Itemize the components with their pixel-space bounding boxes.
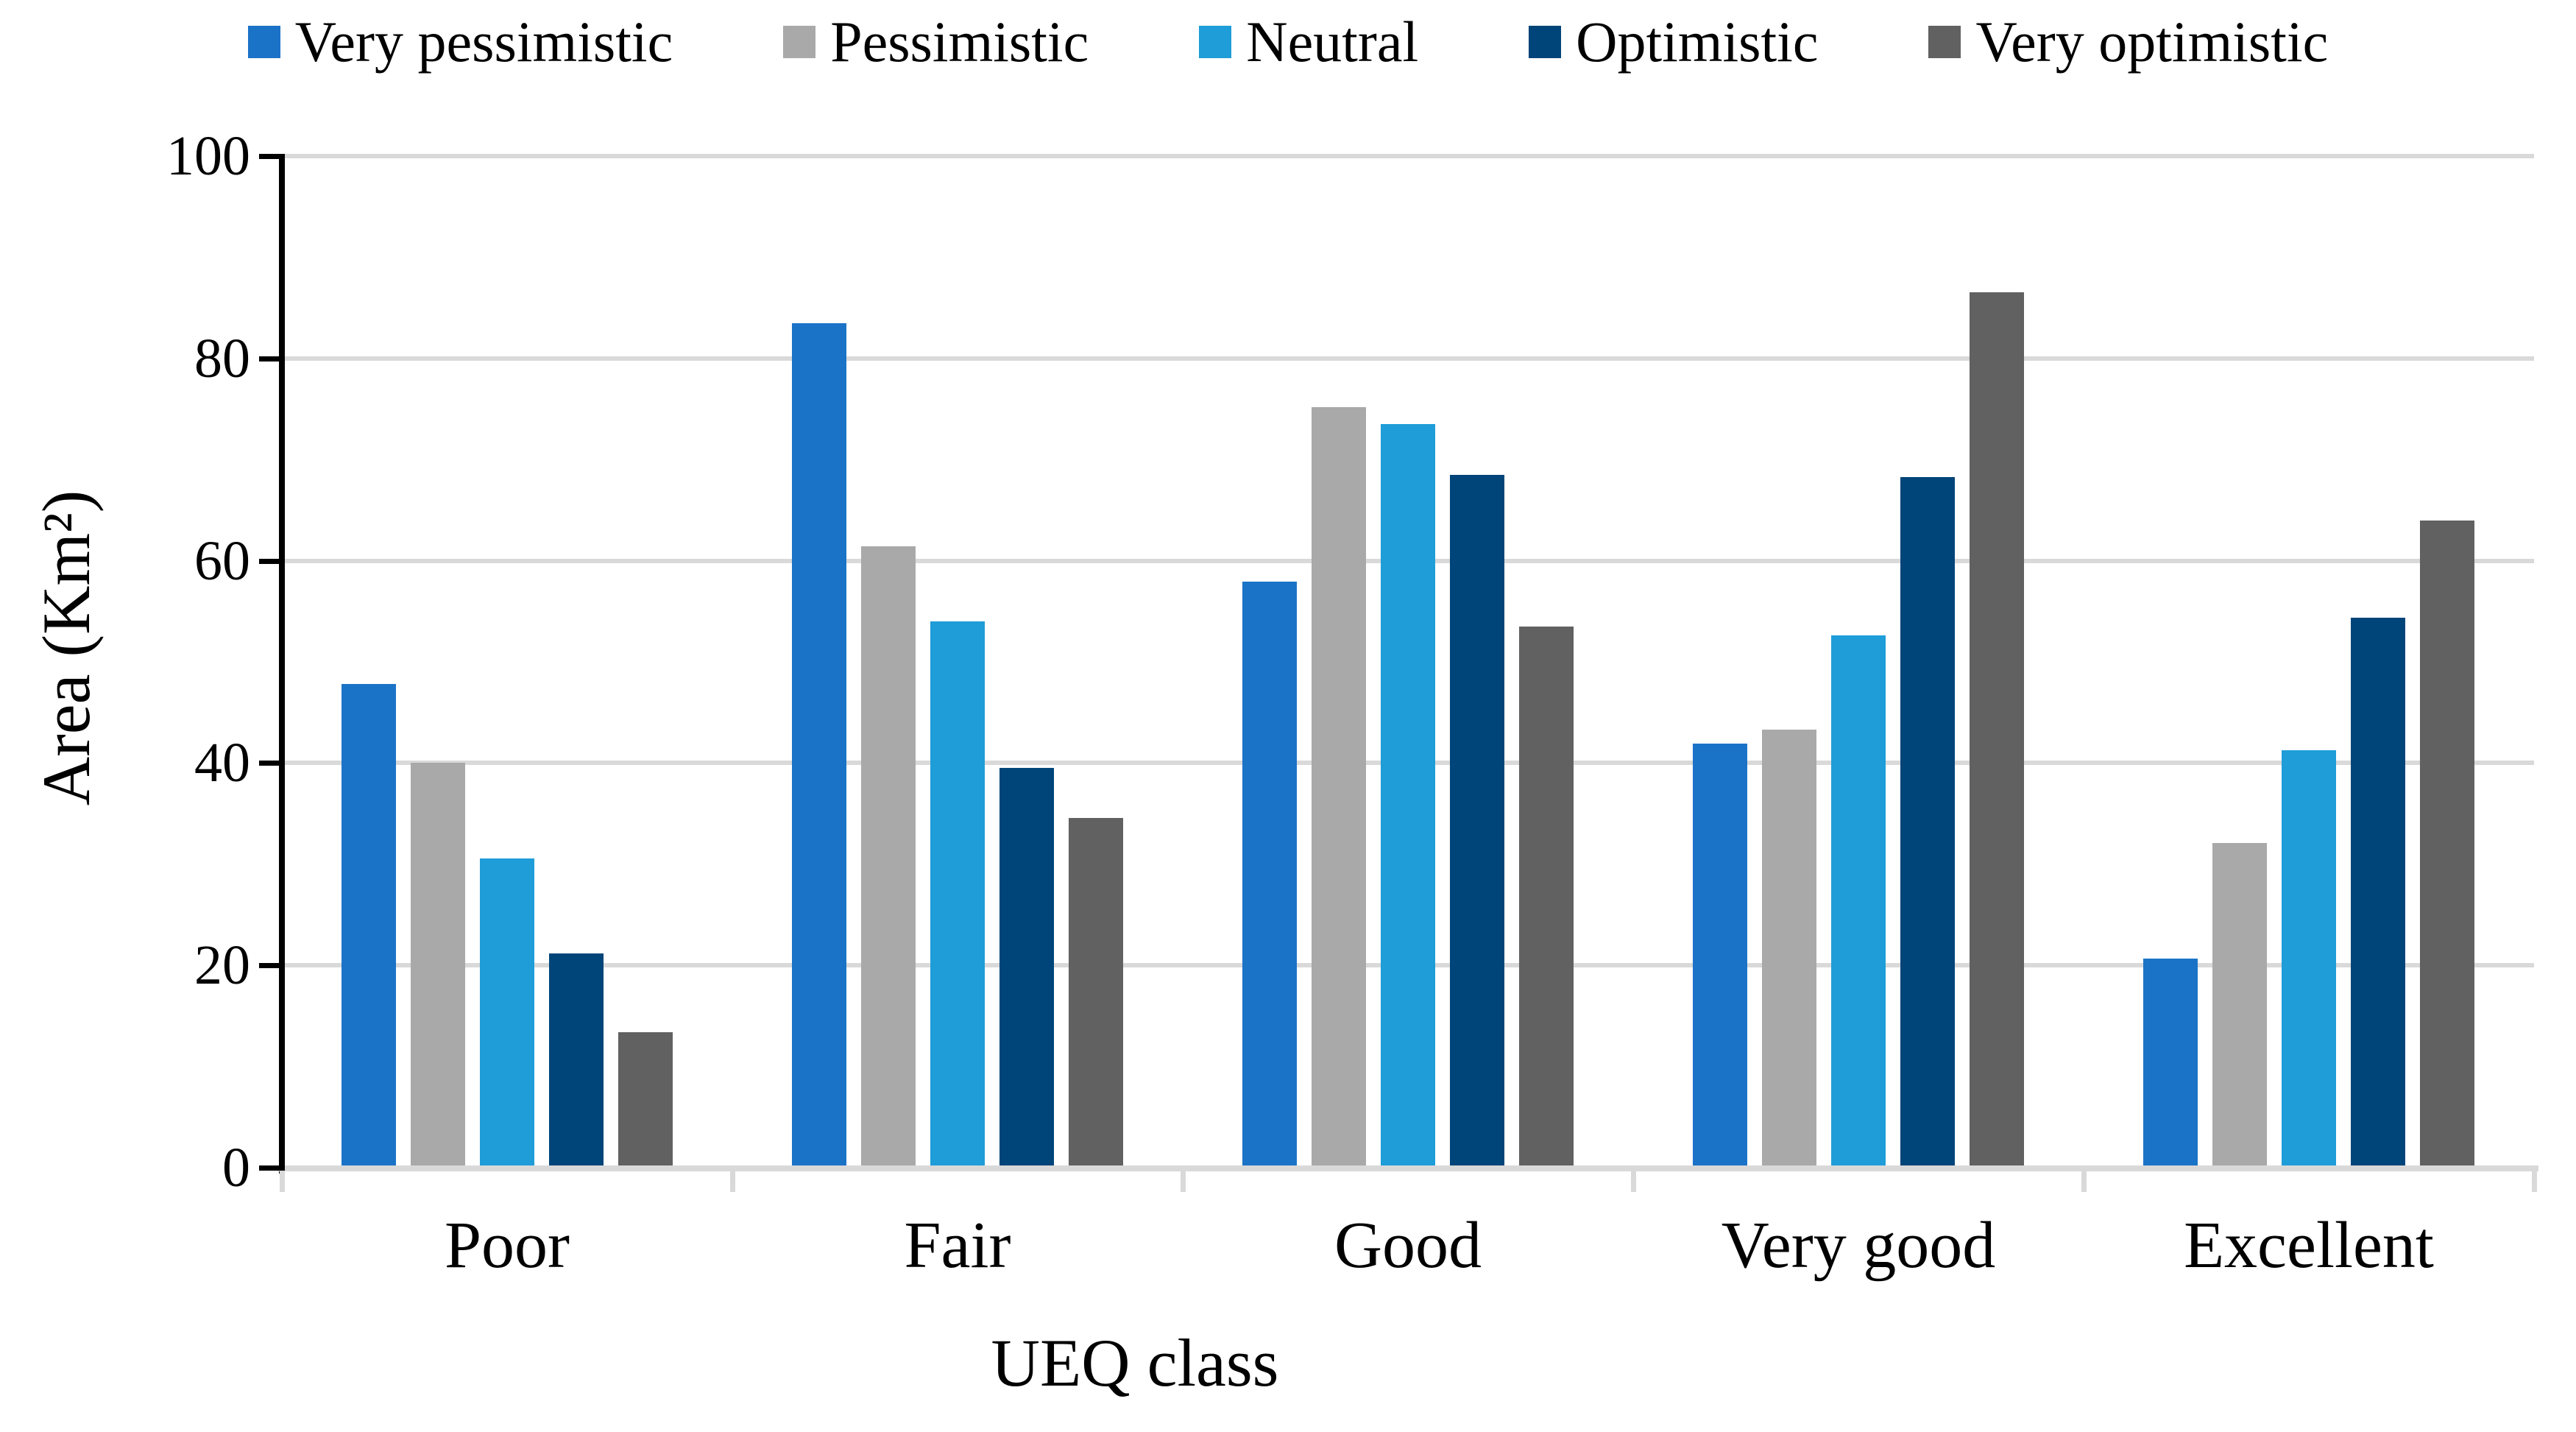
x-axis-tick-2: [1181, 1171, 1186, 1192]
y-axis-line: [279, 156, 285, 1174]
bar-group-good: [1183, 156, 1633, 1168]
y-tick-label-100: 100: [166, 125, 250, 187]
category-label-fair: Fair: [904, 1209, 1011, 1282]
legend-label-optimistic: Optimistic: [1576, 10, 1819, 74]
category-label-poor: Poor: [444, 1209, 570, 1282]
bar-group-poor: [282, 156, 732, 1168]
legend-item-very-optimistic: Very optimistic: [1928, 10, 2328, 74]
bar-good-optimistic: [1450, 475, 1504, 1168]
bar-fair-neutral: [930, 621, 985, 1168]
bar-very-good-pessimistic: [1762, 730, 1816, 1168]
legend-label-neutral: Neutral: [1246, 10, 1419, 74]
bar-good-very-optimistic: [1519, 627, 1574, 1168]
x-axis-tick-1: [730, 1171, 735, 1192]
y-axis-tick-100: [259, 154, 285, 159]
bar-fair-pessimistic: [861, 546, 916, 1168]
legend-item-optimistic: Optimistic: [1529, 10, 1818, 74]
legend-item-neutral: Neutral: [1199, 10, 1418, 74]
x-axis-line: [277, 1165, 2538, 1171]
y-tick-label-40: 40: [194, 732, 250, 794]
bar-poor-neutral: [480, 858, 534, 1168]
legend-item-pessimistic: Pessimistic: [783, 10, 1089, 74]
y-tick-label-20: 20: [194, 934, 250, 997]
bar-poor-very-pessimistic: [342, 684, 396, 1168]
bar-very-good-optimistic: [1900, 477, 1955, 1168]
bar-poor-optimistic: [549, 953, 604, 1168]
bar-very-good-neutral: [1831, 635, 1886, 1168]
bar-excellent-pessimistic: [2212, 843, 2267, 1168]
legend-swatch-very-optimistic: [1928, 26, 1961, 58]
bar-very-good-very-pessimistic: [1693, 744, 1747, 1168]
legend-swatch-pessimistic: [783, 26, 816, 58]
y-tick-label-0: 0: [222, 1137, 250, 1199]
x-axis-tick-5: [2532, 1171, 2537, 1192]
bar-group-fair: [732, 156, 1183, 1168]
bar-poor-very-optimistic: [618, 1032, 673, 1168]
y-axis-tick-40: [259, 761, 285, 766]
gridline-80: [282, 356, 2534, 361]
x-axis-title: UEQ class: [991, 1325, 1279, 1400]
y-tick-label-60: 60: [194, 529, 250, 592]
y-axis-tick-80: [259, 356, 285, 361]
legend-swatch-very-pessimistic: [247, 26, 280, 58]
bar-fair-very-optimistic: [1069, 818, 1123, 1168]
y-axis-tick-60: [259, 558, 285, 564]
bar-very-good-very-optimistic: [1970, 292, 2024, 1168]
y-axis-tick-20: [259, 963, 285, 969]
chart-legend: Very pessimistic Pessimistic Neutral Optimi…: [0, 10, 2576, 74]
y-axis-tick-0: [259, 1165, 285, 1171]
bar-fair-very-pessimistic: [792, 323, 846, 1168]
bar-good-pessimistic: [1312, 407, 1366, 1168]
legend-label-very-optimistic: Very optimistic: [1975, 10, 2329, 74]
legend-label-pessimistic: Pessimistic: [830, 10, 1089, 74]
x-axis-tick-3: [1631, 1171, 1636, 1192]
x-axis-tick-4: [2081, 1171, 2087, 1192]
category-label-good: Good: [1334, 1209, 1482, 1282]
category-label-excellent: Excellent: [2184, 1209, 2434, 1282]
bar-excellent-very-optimistic: [2420, 521, 2474, 1168]
bar-group-very-good: [1633, 156, 2084, 1168]
bar-good-neutral: [1381, 424, 1435, 1168]
legend-swatch-neutral: [1199, 26, 1232, 58]
bar-excellent-optimistic: [2351, 618, 2405, 1168]
y-tick-label-80: 80: [194, 327, 250, 389]
bar-fair-optimistic: [999, 768, 1054, 1168]
bar-excellent-very-pessimistic: [2143, 959, 2198, 1168]
gridline-100: [282, 154, 2534, 158]
legend-swatch-optimistic: [1529, 26, 1562, 58]
bar-excellent-neutral: [2282, 750, 2336, 1168]
bar-poor-pessimistic: [411, 763, 465, 1168]
x-axis-tick-0: [280, 1171, 285, 1192]
category-label-very-good: Very good: [1721, 1209, 1996, 1282]
bar-good-very-pessimistic: [1242, 582, 1297, 1168]
legend-item-very-pessimistic: Very pessimistic: [247, 10, 673, 74]
bar-group-excellent: [2084, 156, 2534, 1168]
legend-label-very-pessimistic: Very pessimistic: [294, 10, 673, 74]
plot-area: [282, 154, 2534, 1168]
